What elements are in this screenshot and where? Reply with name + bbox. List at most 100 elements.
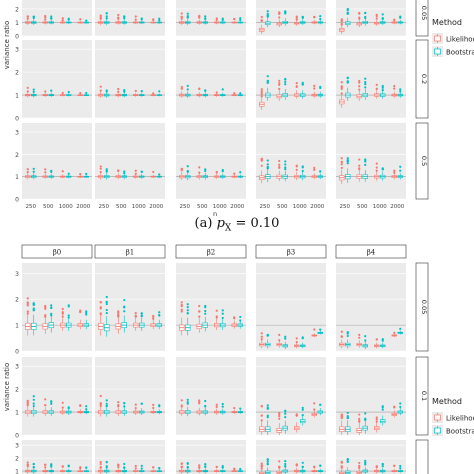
outlier-point: [123, 462, 126, 466]
outlier-point: [260, 157, 263, 160]
outlier-point: [260, 335, 263, 338]
outlier-point: [364, 461, 367, 465]
facet-panel: [176, 263, 246, 351]
outlier-point: [26, 463, 29, 467]
outlier-point: [295, 85, 298, 88]
outlier-point: [340, 466, 343, 469]
y-tick-label: 1: [15, 323, 19, 330]
outlier-point: [319, 17, 322, 21]
outlier-point: [32, 88, 35, 91]
outlier-point: [266, 404, 269, 407]
caption-a-sub: X: [224, 223, 232, 234]
outlier-point: [85, 172, 88, 176]
facet-strip-col: [255, 244, 327, 259]
y-tick-label: 1: [15, 174, 19, 181]
outlier-point: [198, 16, 201, 19]
outlier-point: [50, 15, 53, 18]
y-tick-label: 2: [15, 387, 19, 394]
facet-panel: [95, 40, 165, 118]
facet-strip-col: [175, 244, 247, 259]
outlier-point: [358, 158, 361, 161]
outlier-point: [85, 408, 88, 411]
outlier-point: [140, 90, 143, 93]
outlier-point: [295, 341, 298, 344]
outlier-point: [105, 311, 108, 315]
outlier-point: [399, 88, 402, 91]
outlier-point: [266, 460, 269, 463]
outlier-point: [301, 165, 304, 168]
outlier-point: [284, 460, 287, 463]
outlier-point: [67, 316, 70, 319]
outlier-point: [99, 312, 102, 315]
outlier-point: [67, 314, 70, 317]
outlier-point: [260, 414, 263, 417]
outlier-point: [221, 466, 224, 469]
y-tick-label: 1: [15, 93, 19, 100]
outlier-point: [233, 317, 236, 320]
outlier-point: [364, 159, 367, 162]
outlier-point: [26, 402, 29, 405]
outlier-point: [313, 84, 316, 87]
outlier-point: [284, 412, 287, 415]
outlier-point: [99, 85, 102, 88]
outlier-point: [79, 18, 82, 21]
facet-strip-col-label: β3: [287, 249, 296, 257]
outlier-point: [67, 172, 70, 175]
outlier-point: [260, 467, 263, 470]
outlier-point: [140, 402, 143, 405]
outlier-point: [346, 162, 349, 165]
outlier-point: [266, 163, 269, 166]
outlier-point: [260, 19, 263, 22]
caption-a-math: p: [216, 216, 225, 231]
outlier-point: [123, 172, 126, 175]
outlier-point: [61, 406, 64, 409]
outlier-point: [260, 164, 263, 167]
outlier-point: [186, 84, 189, 87]
outlier-point: [105, 399, 108, 402]
outlier-point: [79, 310, 82, 314]
facet-strip-row-label: 0.5: [420, 156, 428, 166]
outlier-point: [215, 403, 218, 406]
outlier-point: [221, 405, 224, 408]
facet-panel: [336, 263, 406, 351]
outlier-point: [158, 313, 161, 317]
facet-strip-row-label: 0.1: [420, 391, 428, 401]
outlier-point: [99, 17, 102, 20]
facet-panel: [256, 263, 326, 351]
outlier-point: [152, 466, 155, 469]
outlier-point: [152, 18, 155, 22]
outlier-point: [50, 17, 53, 20]
outlier-point: [134, 18, 137, 21]
outlier-point: [346, 76, 349, 79]
legend-item-label: Likelihood: [446, 415, 474, 423]
outlier-point: [134, 172, 137, 175]
outlier-point: [186, 169, 189, 173]
outlier-point: [278, 159, 281, 163]
outlier-point: [399, 464, 402, 468]
outlier-point: [117, 90, 120, 93]
outlier-point: [61, 312, 64, 315]
chart-b-panels: variance ratio β0 β1 β2 β3 β4 0.05 0 1 2 3 0.1 0 1 2 3 1…: [3, 244, 429, 474]
outlier-point: [313, 15, 316, 19]
outlier-point: [32, 302, 35, 305]
outlier-point: [340, 19, 343, 22]
outlier-point: [26, 461, 29, 464]
outlier-point: [340, 166, 343, 170]
x-tick-label: 250: [99, 204, 110, 210]
facet-strip-col: [94, 244, 166, 259]
outlier-point: [239, 467, 242, 471]
outlier-point: [278, 411, 281, 415]
outlier-point: [204, 15, 207, 18]
outlier-point: [85, 310, 88, 313]
outlier-point: [79, 404, 82, 407]
outlier-point: [44, 16, 47, 19]
facet-panel: [22, 263, 92, 351]
outlier-point: [85, 19, 88, 22]
outlier-point: [50, 312, 53, 315]
outlier-point: [61, 310, 64, 314]
outlier-point: [278, 466, 281, 469]
outlier-point: [375, 169, 378, 172]
outlier-point: [152, 92, 155, 95]
facet-strip-col: [21, 244, 93, 259]
